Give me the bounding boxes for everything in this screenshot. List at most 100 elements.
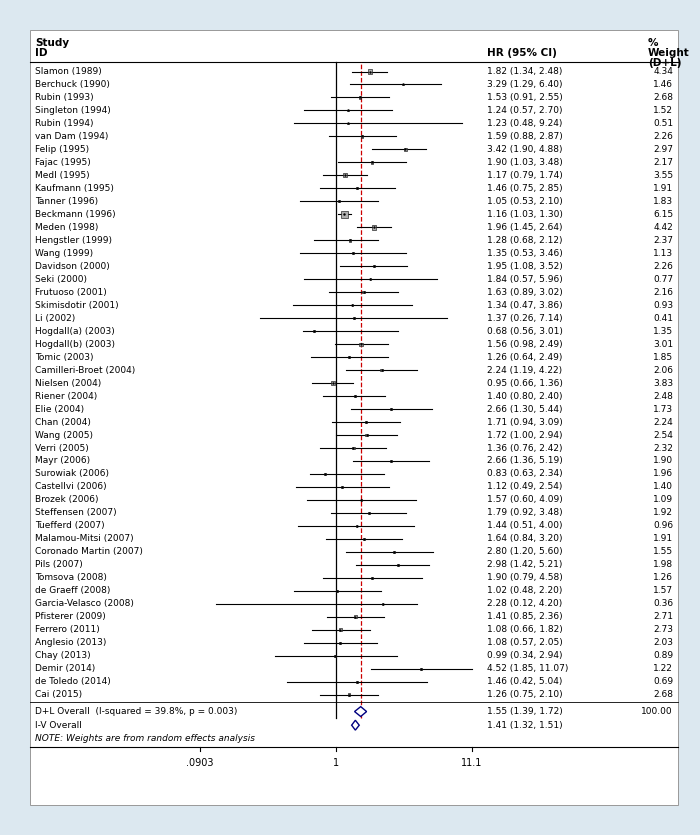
Text: Tuefferd (2007): Tuefferd (2007) [35, 521, 104, 530]
Text: Fajac (1995): Fajac (1995) [35, 158, 91, 167]
Text: Chan (2004): Chan (2004) [35, 418, 91, 427]
Text: 1.63 (0.89, 3.02): 1.63 (0.89, 3.02) [487, 288, 563, 296]
Bar [360, 342, 363, 346]
Text: Pils (2007): Pils (2007) [35, 560, 83, 569]
Text: 1.53 (0.91, 2.55): 1.53 (0.91, 2.55) [487, 93, 563, 102]
Text: 1.13: 1.13 [653, 249, 673, 258]
Text: 0.83 (0.63, 2.34): 0.83 (0.63, 2.34) [487, 469, 563, 478]
Text: 1.09: 1.09 [653, 495, 673, 504]
Text: 0.69: 0.69 [653, 677, 673, 686]
Text: 1.96 (1.45, 2.64): 1.96 (1.45, 2.64) [487, 223, 563, 232]
Bar [356, 681, 358, 682]
Text: ID: ID [35, 48, 48, 58]
Text: Elie (2004): Elie (2004) [35, 404, 84, 413]
Text: 1.34 (0.47, 3.86): 1.34 (0.47, 3.86) [487, 301, 563, 310]
Text: 1.08 (0.57, 2.05): 1.08 (0.57, 2.05) [487, 638, 563, 647]
Bar [370, 278, 371, 280]
Bar [360, 499, 363, 501]
Text: Hogdall(b) (2003): Hogdall(b) (2003) [35, 340, 115, 349]
Text: D+L Overall  (I-squared = 39.8%, p = 0.003): D+L Overall (I-squared = 39.8%, p = 0.00… [35, 707, 237, 716]
Text: Castellvi (2006): Castellvi (2006) [35, 483, 106, 492]
Text: 1.82 (1.34, 2.48): 1.82 (1.34, 2.48) [487, 67, 562, 76]
Text: NOTE: Weights are from random effects analysis: NOTE: Weights are from random effects an… [35, 734, 255, 742]
Bar [402, 84, 404, 85]
Text: 2.80 (1.20, 5.60): 2.80 (1.20, 5.60) [487, 548, 563, 556]
Text: 1.90 (1.03, 3.48): 1.90 (1.03, 3.48) [487, 158, 563, 167]
Text: 11.1: 11.1 [461, 757, 483, 767]
Text: Rubin (1994): Rubin (1994) [35, 119, 94, 128]
Bar [353, 317, 355, 319]
Text: 2.98 (1.42, 5.21): 2.98 (1.42, 5.21) [487, 560, 562, 569]
Bar [393, 551, 395, 553]
Text: 1.56 (0.98, 2.49): 1.56 (0.98, 2.49) [487, 340, 563, 349]
Text: 1.52: 1.52 [653, 106, 673, 115]
Text: 2.37: 2.37 [653, 235, 673, 245]
Text: Garcia-Velasco (2008): Garcia-Velasco (2008) [35, 600, 134, 609]
Bar [363, 538, 365, 540]
Text: 100.00: 100.00 [641, 707, 673, 716]
Text: 1.41 (1.32, 1.51): 1.41 (1.32, 1.51) [487, 721, 563, 730]
Text: 6.15: 6.15 [653, 210, 673, 219]
Text: 1.41 (0.85, 2.36): 1.41 (0.85, 2.36) [487, 612, 563, 621]
Text: 1.98: 1.98 [653, 560, 673, 569]
Text: 0.41: 0.41 [653, 314, 673, 322]
Text: Beckmann (1996): Beckmann (1996) [35, 210, 116, 219]
Text: 1.96: 1.96 [653, 469, 673, 478]
Text: Malamou-Mitsi (2007): Malamou-Mitsi (2007) [35, 534, 134, 544]
Text: Study: Study [35, 38, 69, 48]
Text: 1.44 (0.51, 4.00): 1.44 (0.51, 4.00) [487, 521, 563, 530]
Text: Tanner (1996): Tanner (1996) [35, 197, 98, 206]
Text: 1.83: 1.83 [653, 197, 673, 206]
Text: Hengstler (1999): Hengstler (1999) [35, 235, 112, 245]
Bar [351, 304, 354, 306]
Text: 1.08 (0.66, 1.82): 1.08 (0.66, 1.82) [487, 625, 563, 635]
Text: Steffensen (2007): Steffensen (2007) [35, 509, 117, 518]
Text: 4.52 (1.85, 11.07): 4.52 (1.85, 11.07) [487, 664, 568, 673]
Bar [368, 69, 372, 73]
Text: 2.26: 2.26 [653, 261, 673, 271]
Bar [391, 408, 392, 410]
Bar [331, 381, 335, 385]
Bar [420, 668, 422, 670]
Text: 1.05 (0.53, 2.10): 1.05 (0.53, 2.10) [487, 197, 563, 206]
Text: Mayr (2006): Mayr (2006) [35, 457, 90, 465]
Text: 1.37 (0.26, 7.14): 1.37 (0.26, 7.14) [487, 314, 563, 322]
Bar [365, 433, 368, 437]
Bar [371, 577, 373, 579]
Text: 1.55 (1.39, 1.72): 1.55 (1.39, 1.72) [487, 707, 563, 716]
Bar [337, 200, 340, 202]
Text: I-V Overall: I-V Overall [35, 721, 82, 730]
Text: 0.51: 0.51 [653, 119, 673, 128]
Text: 0.89: 0.89 [653, 651, 673, 660]
Text: (D+L): (D+L) [648, 58, 682, 68]
Text: 3.01: 3.01 [653, 340, 673, 349]
Bar [346, 123, 349, 124]
Text: Hogdall(a) (2003): Hogdall(a) (2003) [35, 326, 115, 336]
Text: Davidson (2000): Davidson (2000) [35, 261, 110, 271]
Bar [365, 421, 368, 423]
Text: Chay (2013): Chay (2013) [35, 651, 90, 660]
Text: 1.57 (0.60, 4.09): 1.57 (0.60, 4.09) [487, 495, 563, 504]
Text: 4.42: 4.42 [653, 223, 673, 232]
Text: 3.55: 3.55 [653, 171, 673, 180]
Bar [339, 628, 342, 631]
Text: Kaufmann (1995): Kaufmann (1995) [35, 184, 114, 193]
Text: 1.16 (1.03, 1.30): 1.16 (1.03, 1.30) [487, 210, 563, 219]
Text: 0.96: 0.96 [653, 521, 673, 530]
Text: de Graeff (2008): de Graeff (2008) [35, 586, 111, 595]
Text: 2.48: 2.48 [653, 392, 673, 401]
Bar [352, 447, 354, 449]
Text: Weight: Weight [648, 48, 690, 58]
Bar [368, 512, 370, 514]
Bar [372, 265, 375, 267]
Text: Camilleri-Broet (2004): Camilleri-Broet (2004) [35, 366, 135, 375]
Text: 1.02 (0.48, 2.20): 1.02 (0.48, 2.20) [487, 586, 562, 595]
Text: 2.16: 2.16 [653, 288, 673, 296]
Bar [358, 96, 361, 99]
Text: 2.17: 2.17 [653, 158, 673, 167]
Text: 1.46 (0.42, 5.04): 1.46 (0.42, 5.04) [487, 677, 562, 686]
Text: 2.24 (1.19, 4.22): 2.24 (1.19, 4.22) [487, 366, 562, 375]
Text: 1.26 (0.75, 2.10): 1.26 (0.75, 2.10) [487, 691, 563, 699]
Text: .0903: .0903 [186, 757, 214, 767]
Text: Frutuoso (2001): Frutuoso (2001) [35, 288, 106, 296]
